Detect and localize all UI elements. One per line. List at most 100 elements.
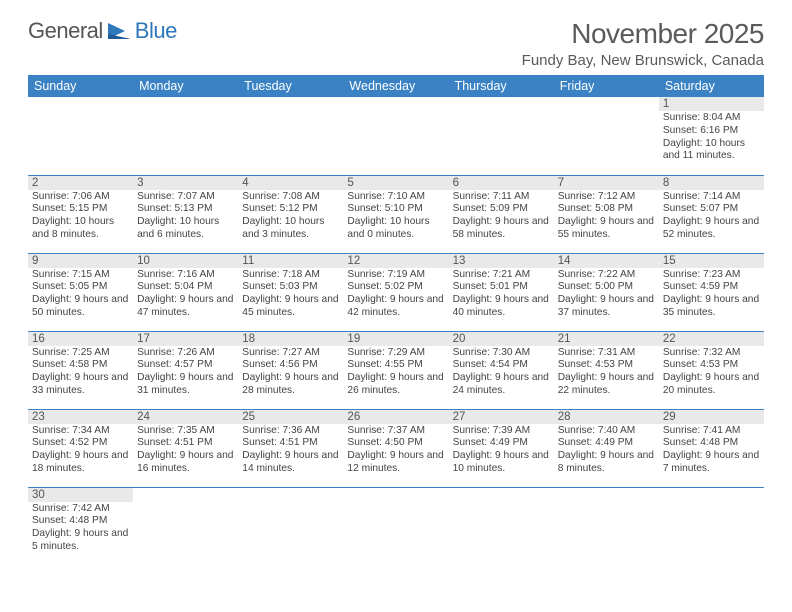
calendar-day-cell: 28Sunrise: 7:40 AMSunset: 4:49 PMDayligh…	[554, 409, 659, 487]
sunset-text: Sunset: 4:52 PM	[32, 437, 129, 450]
sunrise-text: Sunrise: 7:26 AM	[137, 347, 234, 360]
calendar-day-cell: 19Sunrise: 7:29 AMSunset: 4:55 PMDayligh…	[343, 331, 448, 409]
calendar-day-cell: 12Sunrise: 7:19 AMSunset: 5:02 PMDayligh…	[343, 253, 448, 331]
sunrise-text: Sunrise: 7:34 AM	[32, 425, 129, 438]
day-content: Sunrise: 7:35 AMSunset: 4:51 PMDaylight:…	[133, 424, 238, 478]
daylight-text: Daylight: 9 hours and 20 minutes.	[663, 372, 760, 398]
day-content: Sunrise: 7:08 AMSunset: 5:12 PMDaylight:…	[238, 190, 343, 244]
day-number: 19	[343, 332, 448, 346]
calendar-day-cell: 11Sunrise: 7:18 AMSunset: 5:03 PMDayligh…	[238, 253, 343, 331]
sunset-text: Sunset: 5:05 PM	[32, 281, 129, 294]
day-number: 3	[133, 176, 238, 190]
daylight-text: Daylight: 10 hours and 0 minutes.	[347, 216, 444, 242]
calendar-day-cell: 21Sunrise: 7:31 AMSunset: 4:53 PMDayligh…	[554, 331, 659, 409]
logo-flag-icon	[107, 22, 133, 40]
daylight-text: Daylight: 9 hours and 10 minutes.	[453, 450, 550, 476]
daylight-text: Daylight: 9 hours and 31 minutes.	[137, 372, 234, 398]
sunrise-text: Sunrise: 7:29 AM	[347, 347, 444, 360]
day-content: Sunrise: 7:21 AMSunset: 5:01 PMDaylight:…	[449, 268, 554, 322]
day-content: Sunrise: 7:18 AMSunset: 5:03 PMDaylight:…	[238, 268, 343, 322]
sunset-text: Sunset: 5:12 PM	[242, 203, 339, 216]
weekday-header: Tuesday	[238, 75, 343, 97]
calendar-day-cell: 5Sunrise: 7:10 AMSunset: 5:10 PMDaylight…	[343, 175, 448, 253]
calendar-day-cell	[238, 97, 343, 175]
day-number: 6	[449, 176, 554, 190]
weekday-header: Wednesday	[343, 75, 448, 97]
calendar-day-cell	[133, 97, 238, 175]
day-content: Sunrise: 7:31 AMSunset: 4:53 PMDaylight:…	[554, 346, 659, 400]
calendar-day-cell: 13Sunrise: 7:21 AMSunset: 5:01 PMDayligh…	[449, 253, 554, 331]
day-number: 28	[554, 410, 659, 424]
day-content: Sunrise: 7:25 AMSunset: 4:58 PMDaylight:…	[28, 346, 133, 400]
calendar-day-cell	[28, 97, 133, 175]
calendar-day-cell	[554, 487, 659, 565]
sunset-text: Sunset: 4:55 PM	[347, 359, 444, 372]
calendar-day-cell: 4Sunrise: 7:08 AMSunset: 5:12 PMDaylight…	[238, 175, 343, 253]
sunset-text: Sunset: 4:50 PM	[347, 437, 444, 450]
day-content: Sunrise: 7:22 AMSunset: 5:00 PMDaylight:…	[554, 268, 659, 322]
calendar-day-cell: 17Sunrise: 7:26 AMSunset: 4:57 PMDayligh…	[133, 331, 238, 409]
weekday-header: Thursday	[449, 75, 554, 97]
daylight-text: Daylight: 9 hours and 42 minutes.	[347, 294, 444, 320]
calendar-week-row: 9Sunrise: 7:15 AMSunset: 5:05 PMDaylight…	[28, 253, 764, 331]
sunset-text: Sunset: 4:48 PM	[663, 437, 760, 450]
day-content: Sunrise: 7:29 AMSunset: 4:55 PMDaylight:…	[343, 346, 448, 400]
calendar-day-cell: 30Sunrise: 7:42 AMSunset: 4:48 PMDayligh…	[28, 487, 133, 565]
calendar-day-cell: 29Sunrise: 7:41 AMSunset: 4:48 PMDayligh…	[659, 409, 764, 487]
sunset-text: Sunset: 5:02 PM	[347, 281, 444, 294]
sunrise-text: Sunrise: 7:27 AM	[242, 347, 339, 360]
daylight-text: Daylight: 9 hours and 35 minutes.	[663, 294, 760, 320]
sunset-text: Sunset: 4:51 PM	[242, 437, 339, 450]
daylight-text: Daylight: 9 hours and 7 minutes.	[663, 450, 760, 476]
sunset-text: Sunset: 5:07 PM	[663, 203, 760, 216]
calendar-week-row: 1Sunrise: 8:04 AMSunset: 6:16 PMDaylight…	[28, 97, 764, 175]
sunset-text: Sunset: 5:10 PM	[347, 203, 444, 216]
logo-text-1: General	[28, 18, 103, 44]
calendar-day-cell: 18Sunrise: 7:27 AMSunset: 4:56 PMDayligh…	[238, 331, 343, 409]
day-content: Sunrise: 7:12 AMSunset: 5:08 PMDaylight:…	[554, 190, 659, 244]
day-content: Sunrise: 7:27 AMSunset: 4:56 PMDaylight:…	[238, 346, 343, 400]
sunrise-text: Sunrise: 7:08 AM	[242, 191, 339, 204]
day-content: Sunrise: 7:15 AMSunset: 5:05 PMDaylight:…	[28, 268, 133, 322]
calendar-day-cell: 2Sunrise: 7:06 AMSunset: 5:15 PMDaylight…	[28, 175, 133, 253]
calendar-table: Sunday Monday Tuesday Wednesday Thursday…	[28, 75, 764, 565]
day-number: 26	[343, 410, 448, 424]
calendar-day-cell	[343, 97, 448, 175]
calendar-day-cell: 8Sunrise: 7:14 AMSunset: 5:07 PMDaylight…	[659, 175, 764, 253]
day-number: 15	[659, 254, 764, 268]
daylight-text: Daylight: 9 hours and 33 minutes.	[32, 372, 129, 398]
day-number: 9	[28, 254, 133, 268]
calendar-day-cell: 1Sunrise: 8:04 AMSunset: 6:16 PMDaylight…	[659, 97, 764, 175]
logo-text-2: Blue	[135, 18, 177, 44]
weekday-header: Saturday	[659, 75, 764, 97]
daylight-text: Daylight: 9 hours and 58 minutes.	[453, 216, 550, 242]
day-number: 23	[28, 410, 133, 424]
day-number: 16	[28, 332, 133, 346]
sunset-text: Sunset: 4:53 PM	[558, 359, 655, 372]
day-number: 8	[659, 176, 764, 190]
calendar-day-cell	[238, 487, 343, 565]
month-title: November 2025	[522, 18, 764, 50]
day-content: Sunrise: 7:37 AMSunset: 4:50 PMDaylight:…	[343, 424, 448, 478]
calendar-body: 1Sunrise: 8:04 AMSunset: 6:16 PMDaylight…	[28, 97, 764, 565]
sunset-text: Sunset: 5:04 PM	[137, 281, 234, 294]
day-content: Sunrise: 7:23 AMSunset: 4:59 PMDaylight:…	[659, 268, 764, 322]
day-number: 29	[659, 410, 764, 424]
calendar-day-cell: 25Sunrise: 7:36 AMSunset: 4:51 PMDayligh…	[238, 409, 343, 487]
day-number: 2	[28, 176, 133, 190]
sunset-text: Sunset: 4:54 PM	[453, 359, 550, 372]
sunset-text: Sunset: 4:57 PM	[137, 359, 234, 372]
day-content: Sunrise: 7:36 AMSunset: 4:51 PMDaylight:…	[238, 424, 343, 478]
sunset-text: Sunset: 5:00 PM	[558, 281, 655, 294]
sunset-text: Sunset: 5:03 PM	[242, 281, 339, 294]
calendar-day-cell: 27Sunrise: 7:39 AMSunset: 4:49 PMDayligh…	[449, 409, 554, 487]
sunrise-text: Sunrise: 7:42 AM	[32, 503, 129, 516]
day-number: 7	[554, 176, 659, 190]
calendar-day-cell	[554, 97, 659, 175]
sunset-text: Sunset: 4:51 PM	[137, 437, 234, 450]
calendar-day-cell: 3Sunrise: 7:07 AMSunset: 5:13 PMDaylight…	[133, 175, 238, 253]
sunrise-text: Sunrise: 7:36 AM	[242, 425, 339, 438]
calendar-day-cell	[659, 487, 764, 565]
sunrise-text: Sunrise: 7:39 AM	[453, 425, 550, 438]
day-content: Sunrise: 7:07 AMSunset: 5:13 PMDaylight:…	[133, 190, 238, 244]
